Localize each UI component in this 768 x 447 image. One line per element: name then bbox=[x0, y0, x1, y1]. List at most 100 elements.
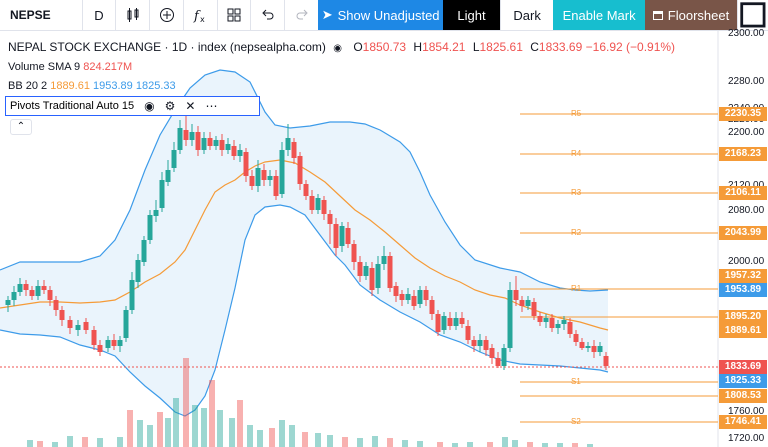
candle-body bbox=[17, 284, 23, 292]
volume-bar bbox=[315, 433, 321, 447]
pivot-label-r1: R1 bbox=[571, 284, 582, 293]
bb-lower-value: 1825.33 bbox=[135, 80, 176, 92]
interval-button[interactable]: D bbox=[81, 0, 116, 30]
volume-bar bbox=[302, 432, 308, 447]
price-tag: 2230.35 bbox=[719, 107, 767, 121]
enable-mark-button[interactable]: Enable Mark bbox=[553, 0, 645, 30]
volume-bar bbox=[487, 442, 493, 447]
floorsheet-button[interactable]: Floorsheet bbox=[644, 0, 738, 30]
chevron-up-icon: ⌃ bbox=[16, 121, 26, 132]
bb-basis-line bbox=[0, 159, 609, 331]
candle-body bbox=[441, 316, 447, 330]
candle-body bbox=[333, 224, 339, 248]
pivot-label-s1: S1 bbox=[571, 377, 581, 386]
gear-icon[interactable]: ⚙ bbox=[164, 99, 176, 113]
volume-bar bbox=[417, 441, 423, 447]
grid-icon[interactable] bbox=[216, 0, 251, 30]
collapse-legend-button[interactable]: ⌃ bbox=[10, 119, 32, 135]
volume-bar bbox=[257, 430, 263, 447]
bb-legend[interactable]: BB 20 2 1889.61 1953.89 1825.33 bbox=[8, 80, 176, 92]
volume-bar bbox=[237, 400, 243, 447]
show-unadjusted-button[interactable]: ➤ Show Unadjusted bbox=[318, 0, 444, 30]
candle-body bbox=[207, 138, 213, 146]
price-axis-label: 2000.00 bbox=[728, 256, 765, 267]
candle-body bbox=[423, 290, 429, 300]
bb-basis-value: 1889.61 bbox=[50, 80, 90, 92]
candle-body bbox=[273, 176, 279, 196]
light-theme-button[interactable]: Light bbox=[443, 0, 500, 30]
candle-body bbox=[267, 176, 273, 180]
volume-label: Volume SMA 9 bbox=[8, 61, 81, 73]
volume-bar bbox=[357, 438, 363, 447]
candle-body bbox=[91, 330, 97, 345]
bb-label: BB 20 2 bbox=[8, 80, 48, 92]
more-icon[interactable]: ⋯ bbox=[205, 99, 218, 113]
price-chart[interactable] bbox=[0, 30, 768, 447]
candle-body bbox=[381, 256, 387, 264]
volume-bar bbox=[527, 442, 533, 447]
chart-title: NEPAL STOCK EXCHANGE · 1D · index (nepse… bbox=[8, 40, 326, 54]
candle-body bbox=[555, 324, 561, 328]
symbol-search[interactable]: NEPSE bbox=[10, 8, 51, 22]
candle-body bbox=[41, 286, 47, 290]
volume-bar bbox=[165, 418, 171, 447]
candle-body bbox=[23, 284, 29, 290]
candle-body bbox=[153, 210, 159, 216]
price-axis-label: 2300.00 bbox=[728, 28, 765, 39]
price-axis-label: 2120.00 bbox=[728, 180, 768, 191]
candle-body bbox=[429, 300, 435, 314]
dark-theme-button[interactable]: Dark bbox=[499, 0, 554, 30]
candle-body bbox=[147, 215, 153, 240]
pivots-legend[interactable]: Pivots Traditional Auto 15 ◉ ⚙ ✕ ⋯ bbox=[5, 96, 260, 116]
candle-body bbox=[489, 348, 495, 358]
candle-body bbox=[29, 290, 35, 296]
candle-body bbox=[291, 142, 297, 158]
add-icon[interactable] bbox=[149, 0, 183, 30]
candle-body bbox=[459, 318, 465, 324]
candle-body bbox=[67, 320, 73, 328]
candle-body bbox=[243, 152, 249, 176]
volume-bar bbox=[502, 437, 508, 447]
candle-body bbox=[249, 176, 255, 186]
volume-bar bbox=[289, 425, 295, 447]
volume-bar bbox=[247, 425, 253, 447]
eye-icon[interactable]: ◉ bbox=[333, 43, 342, 54]
price-tag: 1825.33 bbox=[719, 374, 767, 388]
volume-bar bbox=[173, 398, 179, 447]
candle-body bbox=[213, 140, 219, 146]
volume-bar bbox=[372, 436, 378, 447]
candle-body bbox=[53, 300, 59, 310]
redo-icon[interactable] bbox=[284, 0, 318, 30]
floorsheet-icon bbox=[652, 10, 663, 20]
eye-icon[interactable]: ◉ bbox=[144, 99, 155, 113]
close-icon[interactable]: ✕ bbox=[185, 99, 196, 113]
undo-icon[interactable] bbox=[250, 0, 284, 30]
candle-body bbox=[123, 310, 129, 338]
candle-body bbox=[399, 294, 405, 300]
bb-upper-line bbox=[0, 69, 609, 292]
candle-body bbox=[11, 292, 17, 300]
candles-icon[interactable] bbox=[115, 0, 149, 30]
ohlc-change: −16.92 (−0.91%) bbox=[585, 40, 676, 54]
volume-bar bbox=[147, 425, 153, 447]
candle-body bbox=[567, 322, 573, 334]
candle-body bbox=[75, 325, 81, 330]
candle-body bbox=[345, 228, 351, 244]
volume-legend[interactable]: Volume SMA 9 824.217M bbox=[8, 61, 132, 73]
square-icon[interactable] bbox=[737, 0, 768, 30]
candle-body bbox=[543, 318, 549, 322]
candle-body bbox=[591, 346, 597, 352]
candle-body bbox=[405, 294, 411, 300]
pivot-label-r3: R3 bbox=[571, 188, 582, 197]
show-unadjusted-label: Show Unadjusted bbox=[337, 7, 440, 23]
volume-bar bbox=[512, 440, 518, 447]
price-tag: 1889.61 bbox=[719, 324, 767, 338]
volume-bar bbox=[82, 437, 88, 447]
price-tag: 2043.99 bbox=[719, 226, 767, 240]
volume-bar bbox=[117, 437, 123, 447]
candle-body bbox=[327, 214, 333, 224]
volume-bar bbox=[467, 442, 473, 447]
candle-body bbox=[105, 340, 111, 348]
